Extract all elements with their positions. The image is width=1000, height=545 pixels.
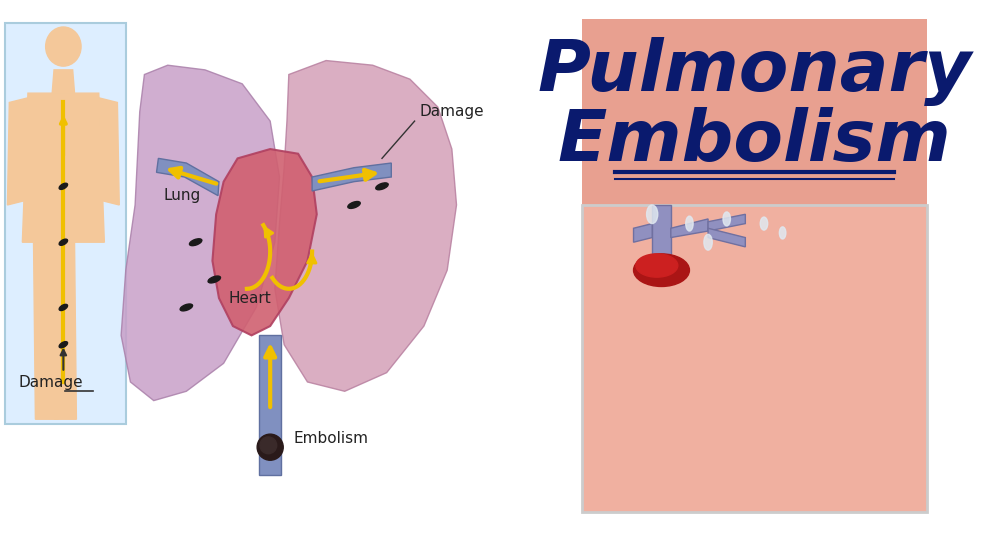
Polygon shape (708, 228, 745, 247)
Ellipse shape (260, 437, 277, 453)
Polygon shape (34, 242, 58, 419)
Ellipse shape (779, 227, 786, 239)
Ellipse shape (647, 205, 658, 223)
Polygon shape (52, 70, 75, 93)
Polygon shape (671, 219, 708, 238)
FancyBboxPatch shape (582, 19, 927, 512)
Polygon shape (652, 205, 671, 270)
Ellipse shape (208, 276, 220, 283)
Ellipse shape (686, 216, 693, 231)
FancyBboxPatch shape (582, 205, 927, 512)
Ellipse shape (760, 217, 768, 230)
Ellipse shape (376, 183, 388, 190)
Ellipse shape (59, 304, 68, 311)
Ellipse shape (704, 234, 712, 250)
Ellipse shape (59, 183, 68, 190)
Polygon shape (275, 60, 457, 391)
Polygon shape (121, 65, 280, 401)
Text: Pulmonary: Pulmonary (538, 37, 972, 106)
Polygon shape (259, 335, 281, 475)
Ellipse shape (257, 434, 283, 460)
Polygon shape (7, 98, 28, 205)
Polygon shape (312, 163, 391, 191)
Text: Lung: Lung (163, 188, 200, 203)
Text: Damage: Damage (419, 105, 484, 119)
Polygon shape (157, 159, 219, 196)
Ellipse shape (723, 212, 730, 226)
Ellipse shape (59, 342, 68, 348)
Polygon shape (212, 149, 317, 335)
Ellipse shape (634, 254, 689, 287)
Ellipse shape (348, 202, 360, 208)
Ellipse shape (189, 239, 202, 246)
FancyBboxPatch shape (5, 23, 126, 424)
Polygon shape (22, 93, 104, 242)
Ellipse shape (59, 239, 68, 245)
Ellipse shape (180, 304, 193, 311)
Text: Embolism: Embolism (293, 431, 368, 445)
Text: Damage: Damage (19, 374, 83, 390)
Polygon shape (52, 242, 76, 419)
Text: Embolism: Embolism (558, 107, 952, 176)
Polygon shape (99, 98, 119, 205)
Polygon shape (708, 214, 745, 231)
Ellipse shape (636, 254, 678, 277)
Polygon shape (634, 223, 652, 242)
Text: Heart: Heart (228, 291, 271, 306)
Ellipse shape (46, 27, 81, 66)
